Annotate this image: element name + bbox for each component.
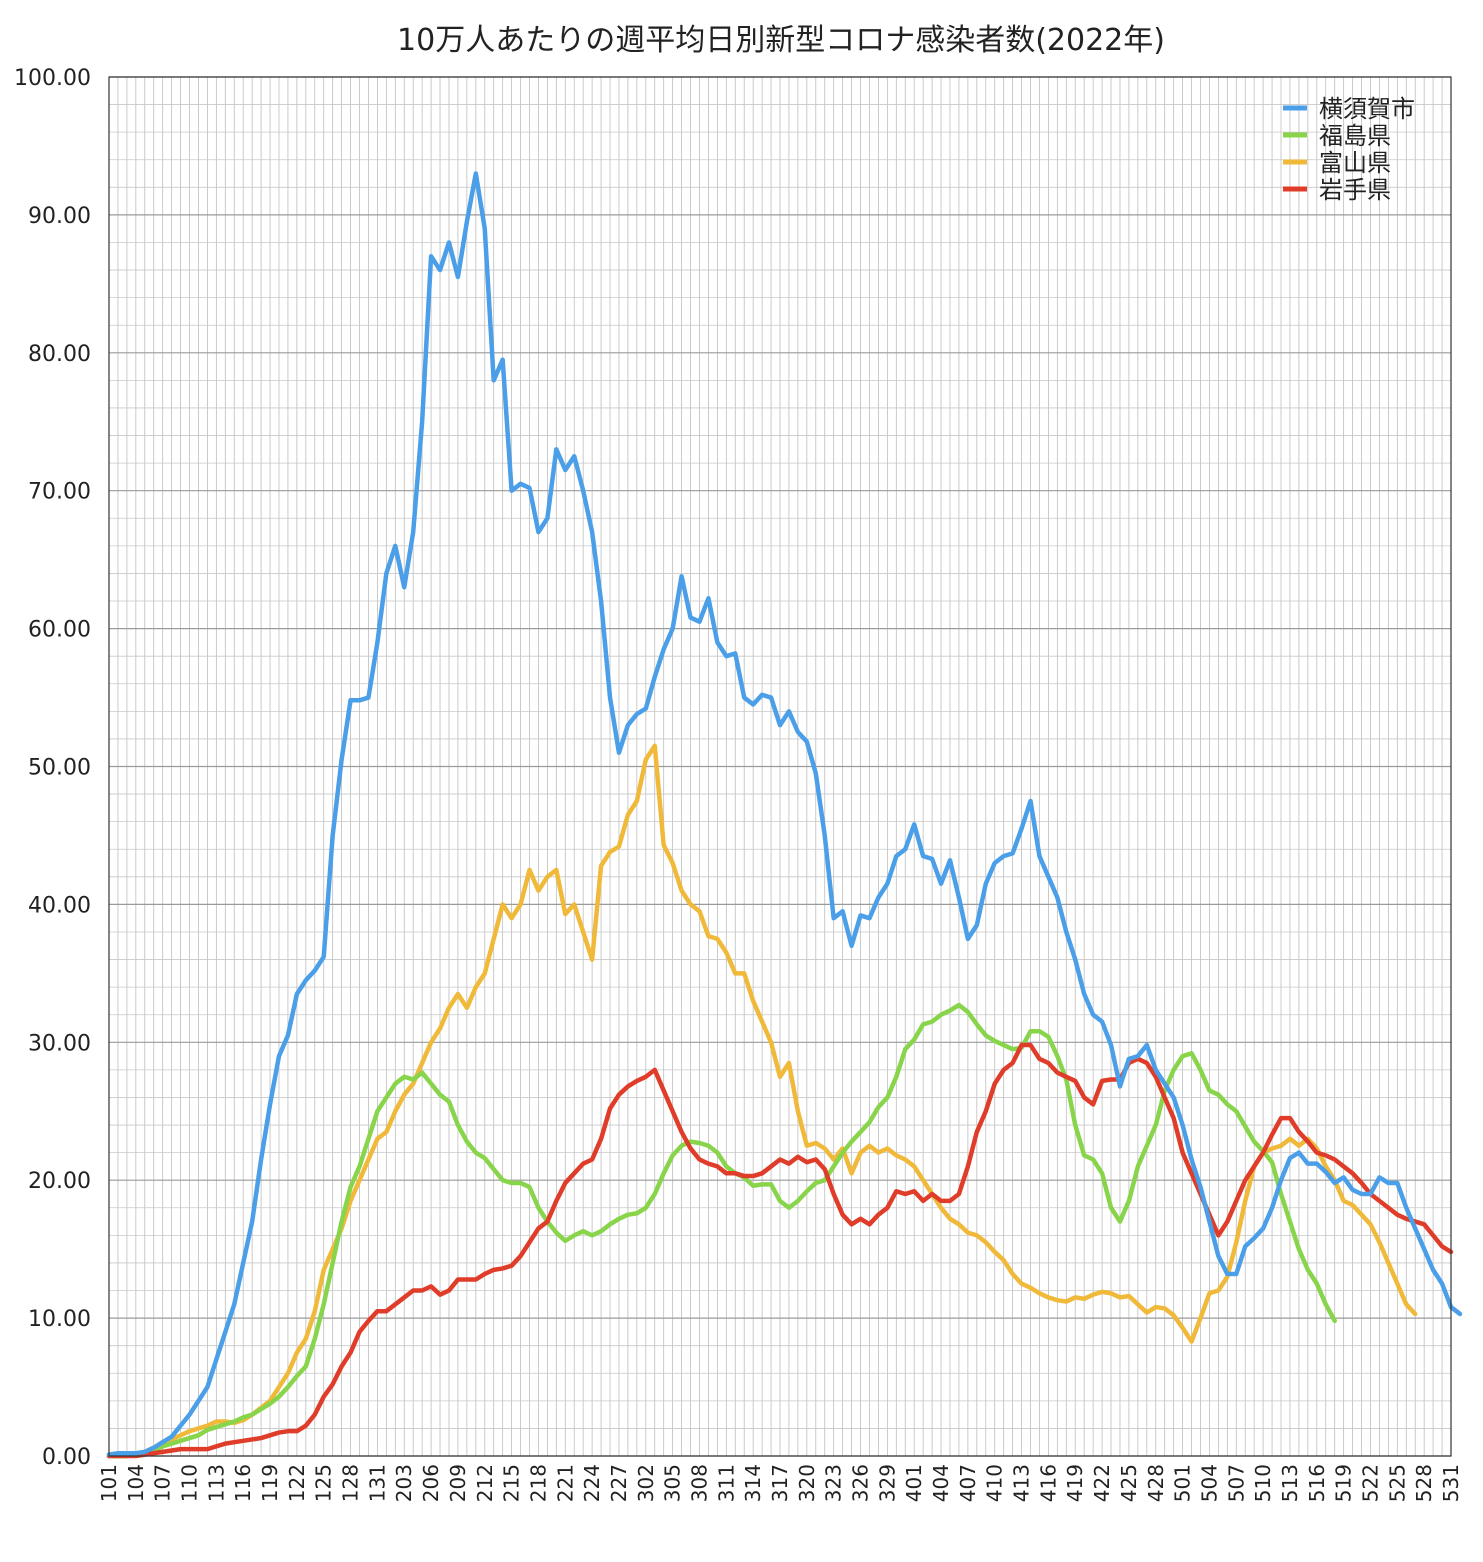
y-tick-label: 60.00 <box>28 618 91 643</box>
y-tick-label: 30.00 <box>28 1031 91 1056</box>
y-tick-label: 40.00 <box>28 893 91 918</box>
x-tick-label: 131 <box>365 1464 389 1502</box>
x-tick-label: 326 <box>849 1464 873 1502</box>
x-tick-label: 113 <box>204 1464 228 1502</box>
x-tick-label: 407 <box>956 1464 980 1502</box>
series-lines <box>106 171 1463 1459</box>
x-tick-label: 522 <box>1358 1464 1382 1502</box>
x-tick-label: 416 <box>1036 1464 1060 1502</box>
legend-label: 岩手県 <box>1319 176 1391 204</box>
legend-item-fukushima: 福島県 <box>1283 122 1391 150</box>
x-axis-ticks: 101 104 107 110 113 116 119 122 125 128 131 203 206 2… <box>97 1464 1463 1502</box>
legend-item-yokosuka: 横須賀市 <box>1283 95 1415 123</box>
series-line-fukushima <box>106 1002 1337 1459</box>
x-tick-label: 128 <box>339 1464 363 1502</box>
series-line-iwate <box>106 1042 1454 1459</box>
y-tick-label: 10.00 <box>28 1307 91 1332</box>
x-tick-label: 212 <box>473 1464 497 1502</box>
legend-label: 横須賀市 <box>1319 95 1415 123</box>
x-tick-label: 302 <box>634 1464 658 1502</box>
x-tick-label: 428 <box>1144 1464 1168 1502</box>
x-tick-label: 401 <box>902 1464 926 1502</box>
x-tick-label: 119 <box>258 1464 282 1502</box>
x-tick-label: 501 <box>1171 1464 1195 1502</box>
x-tick-label: 305 <box>661 1464 685 1502</box>
x-tick-label: 404 <box>929 1464 953 1502</box>
x-tick-label: 329 <box>875 1464 899 1502</box>
x-tick-label: 104 <box>124 1464 148 1502</box>
x-tick-label: 320 <box>795 1464 819 1502</box>
x-tick-label: 513 <box>1278 1464 1302 1502</box>
x-tick-label: 209 <box>446 1464 470 1502</box>
x-tick-label: 510 <box>1251 1464 1275 1502</box>
series-line-yokosuka <box>106 171 1463 1457</box>
x-tick-label: 125 <box>312 1464 336 1502</box>
x-tick-label: 425 <box>1117 1464 1141 1502</box>
x-tick-label: 314 <box>741 1464 765 1502</box>
x-tick-label: 311 <box>714 1464 738 1502</box>
x-tick-label: 221 <box>553 1464 577 1502</box>
plot-frame <box>108 76 1452 1457</box>
x-tick-label: 317 <box>768 1464 792 1502</box>
x-tick-label: 206 <box>419 1464 443 1502</box>
x-tick-label: 516 <box>1305 1464 1329 1502</box>
x-tick-label: 101 <box>97 1464 121 1502</box>
legend-label: 福島県 <box>1319 122 1391 150</box>
x-tick-label: 323 <box>822 1464 846 1502</box>
y-tick-label: 70.00 <box>28 480 91 505</box>
x-tick-label: 116 <box>231 1464 255 1502</box>
x-tick-label: 227 <box>607 1464 631 1502</box>
x-tick-label: 218 <box>526 1464 550 1502</box>
chart-title: 10万人あたりの週平均日別新型コロナ感染者数(2022年) <box>397 23 1165 58</box>
x-tick-label: 525 <box>1385 1464 1409 1502</box>
x-tick-label: 519 <box>1332 1464 1356 1502</box>
y-tick-label: 100.00 <box>14 66 91 91</box>
x-tick-label: 504 <box>1197 1464 1221 1502</box>
y-tick-label: 80.00 <box>28 342 91 367</box>
y-tick-label: 20.00 <box>28 1169 91 1194</box>
x-tick-label: 410 <box>983 1464 1007 1502</box>
y-axis-ticks: 0.00 10.00 20.00 30.00 40.00 50.00 60.00 70.00 8… <box>14 66 91 1470</box>
y-tick-label: 50.00 <box>28 756 91 781</box>
x-tick-label: 419 <box>1063 1464 1087 1502</box>
legend-item-iwate: 岩手県 <box>1283 176 1391 204</box>
legend-item-toyama: 富山県 <box>1283 149 1391 177</box>
series-line-toyama <box>106 743 1418 1459</box>
y-tick-label: 0.00 <box>42 1445 91 1470</box>
x-tick-label: 110 <box>178 1464 202 1502</box>
legend-label: 富山県 <box>1319 149 1391 177</box>
x-tick-label: 122 <box>285 1464 309 1502</box>
x-tick-label: 308 <box>687 1464 711 1502</box>
x-tick-label: 413 <box>1010 1464 1034 1502</box>
x-tick-label: 215 <box>500 1464 524 1502</box>
x-tick-label: 203 <box>392 1464 416 1502</box>
x-tick-label: 224 <box>580 1464 604 1502</box>
x-tick-label: 107 <box>151 1464 175 1502</box>
y-tick-label: 90.00 <box>28 204 91 229</box>
grid <box>108 76 1452 1457</box>
x-tick-label: 422 <box>1090 1464 1114 1502</box>
x-tick-label: 528 <box>1412 1464 1436 1502</box>
x-tick-label: 507 <box>1224 1464 1248 1502</box>
x-tick-label: 531 <box>1439 1464 1463 1502</box>
